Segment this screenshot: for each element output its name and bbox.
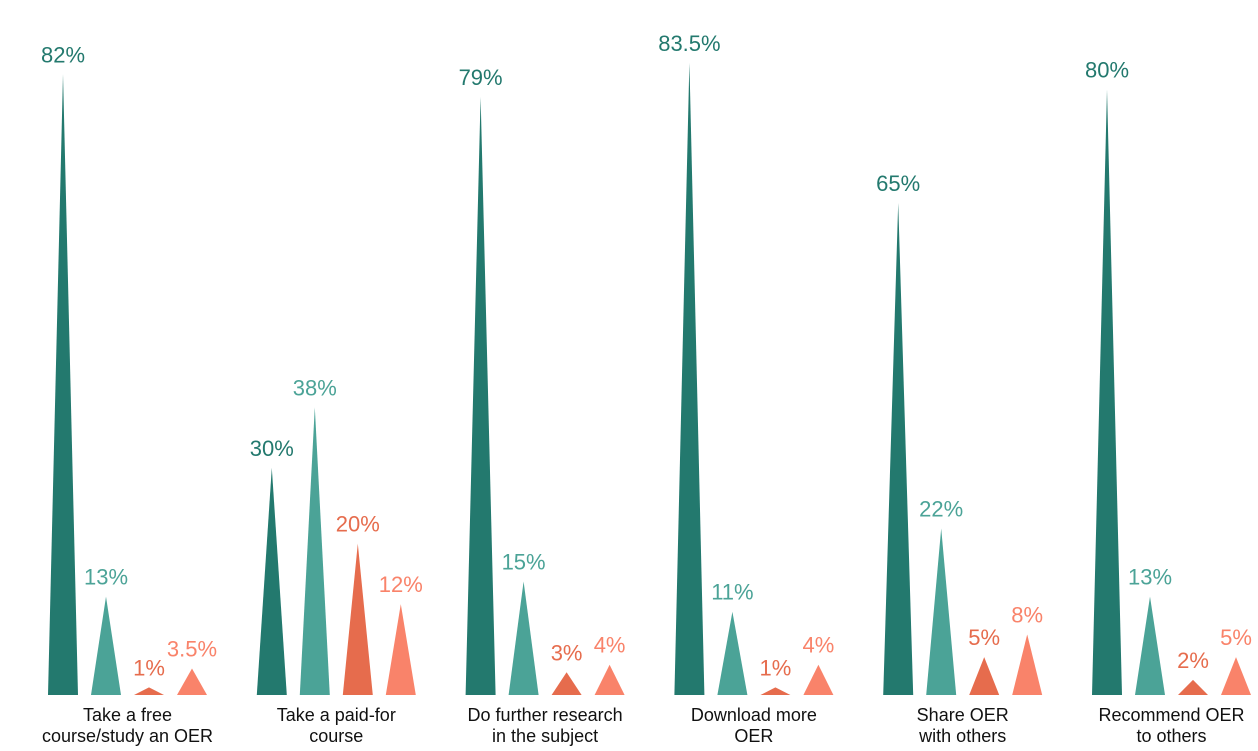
- bar-g5-s2: [1178, 679, 1208, 695]
- bar-g3-s0: [674, 62, 705, 695]
- bar-g3-s2: [760, 687, 791, 695]
- bar-g5-s1: [1135, 596, 1165, 695]
- value-label-g2-s2: 3%: [551, 640, 583, 665]
- bar-g1-s1: [299, 407, 330, 695]
- category-label-3: Download more OER: [691, 705, 817, 746]
- value-label-g5-s0: 80%: [1085, 57, 1129, 82]
- category-label-1: Take a paid-for course: [277, 705, 396, 746]
- value-label-g4-s2: 5%: [968, 625, 1000, 650]
- category-label-5: Recommend OER to others: [1098, 705, 1244, 746]
- category-label-2-line-1: in the subject: [492, 726, 598, 746]
- bar-g1-s3: [385, 604, 416, 695]
- value-label-g1-s0: 30%: [250, 436, 294, 461]
- value-label-g0-s0: 82%: [41, 42, 85, 67]
- bar-g4-s3: [1012, 634, 1043, 695]
- category-label-1-line-1: course: [309, 726, 363, 746]
- category-label-3-line-1: OER: [734, 726, 773, 746]
- value-label-g0-s3: 3.5%: [167, 637, 217, 662]
- value-label-g0-s2: 1%: [133, 655, 165, 680]
- category-label-2-line-0: Do further research: [468, 705, 623, 725]
- bar-g5-s0: [1092, 89, 1122, 695]
- category-label-5-line-0: Recommend OER: [1098, 705, 1244, 725]
- value-label-g4-s1: 22%: [919, 496, 963, 521]
- category-label-4-line-0: Share OER: [917, 705, 1009, 725]
- bar-g3-s1: [717, 611, 748, 695]
- value-label-g2-s0: 79%: [459, 65, 503, 90]
- category-label-0-line-0: Take a free: [83, 705, 172, 725]
- bar-g0-s0: [48, 74, 78, 695]
- category-labels: Take a free course/study an OER Take a pai…: [42, 705, 1245, 746]
- chart-marks: [48, 62, 1251, 696]
- value-label-g1-s1: 38%: [293, 375, 337, 400]
- value-label-g3-s0: 83.5%: [658, 31, 720, 56]
- value-label-g3-s3: 4%: [803, 633, 835, 658]
- value-label-g0-s1: 13%: [84, 565, 128, 590]
- bar-g4-s0: [883, 202, 914, 695]
- bar-g0-s2: [134, 687, 164, 695]
- bar-g4-s1: [926, 528, 957, 695]
- bar-g5-s3: [1221, 657, 1251, 695]
- value-label-g2-s1: 15%: [502, 549, 546, 574]
- value-label-g1-s3: 12%: [379, 572, 423, 597]
- value-labels: 82%13%1%3.5%30%38%20%12%79%15%3% 4%83.5%1…: [41, 31, 1252, 681]
- bar-g2-s0: [465, 96, 496, 696]
- bar-g1-s2: [342, 543, 373, 695]
- bar-g2-s3: [594, 664, 625, 695]
- category-label-1-line-0: Take a paid-for: [277, 705, 396, 725]
- value-label-g5-s2: 2%: [1177, 648, 1209, 673]
- value-label-g3-s2: 1%: [760, 655, 792, 680]
- category-label-4: Share OER with others: [917, 705, 1009, 746]
- value-label-g5-s1: 13%: [1128, 565, 1172, 590]
- bar-g2-s2: [551, 672, 582, 695]
- bar-g1-s0: [256, 467, 287, 695]
- value-label-g4-s3: 8%: [1011, 602, 1043, 627]
- category-label-0: Take a free course/study an OER: [42, 705, 213, 746]
- category-label-4-line-1: with others: [918, 726, 1006, 746]
- bar-g0-s3: [177, 668, 207, 695]
- category-label-3-line-0: Download more: [691, 705, 817, 725]
- category-label-0-line-1: course/study an OER: [42, 726, 213, 746]
- category-label-5-line-1: to others: [1136, 726, 1206, 746]
- value-label-g4-s0: 65%: [876, 171, 920, 196]
- category-label-2: Do further research in the subject: [468, 705, 623, 746]
- bar-g4-s2: [969, 657, 1000, 695]
- value-label-g1-s2: 20%: [336, 512, 380, 537]
- value-label-g3-s1: 11%: [711, 580, 753, 605]
- value-label-g2-s3: 4%: [594, 633, 626, 658]
- bar-g3-s3: [803, 664, 834, 695]
- value-label-g5-s3: 5%: [1220, 625, 1252, 650]
- bar-g0-s1: [91, 596, 121, 695]
- bar-g2-s1: [508, 581, 539, 695]
